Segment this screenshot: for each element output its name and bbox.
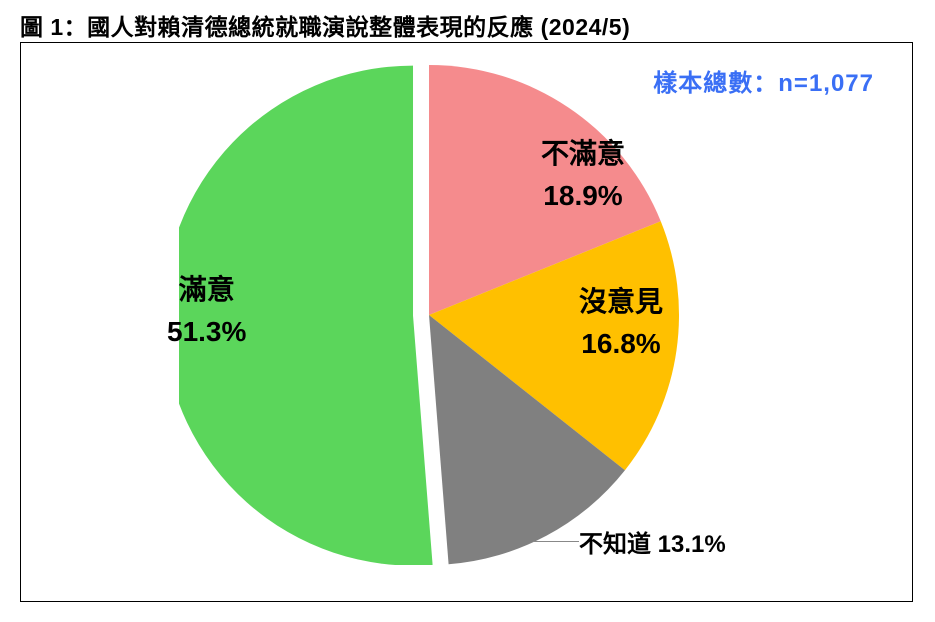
slice-text: 不知道 13.1% — [579, 531, 726, 558]
slice-percent: 16.8% — [579, 323, 663, 365]
slice-category: 不滿意 — [541, 133, 625, 175]
slice-label-satisfied: 滿意 51.3% — [167, 269, 246, 353]
slice-label-noopinion: 沒意見 16.8% — [579, 281, 663, 365]
leader-line — [533, 541, 579, 542]
slice-category: 沒意見 — [579, 281, 663, 323]
page-title: 圖 1：國人對賴清德總統就職演說整體表現的反應 (2024/5) — [20, 8, 630, 42]
slice-label-unsatisfied: 不滿意 18.9% — [541, 133, 625, 217]
slice-percent: 51.3% — [167, 311, 246, 353]
slice-label-dontknow: 不知道 13.1% — [579, 527, 726, 563]
sample-size-label: 樣本總數：n=1,077 — [653, 63, 874, 98]
slice-category: 滿意 — [167, 269, 246, 311]
chart-container: 樣本總數：n=1,077 滿意 51.3% 不滿意 18.9% 沒意見 16.8… — [20, 42, 913, 602]
slice-percent: 18.9% — [541, 175, 625, 217]
